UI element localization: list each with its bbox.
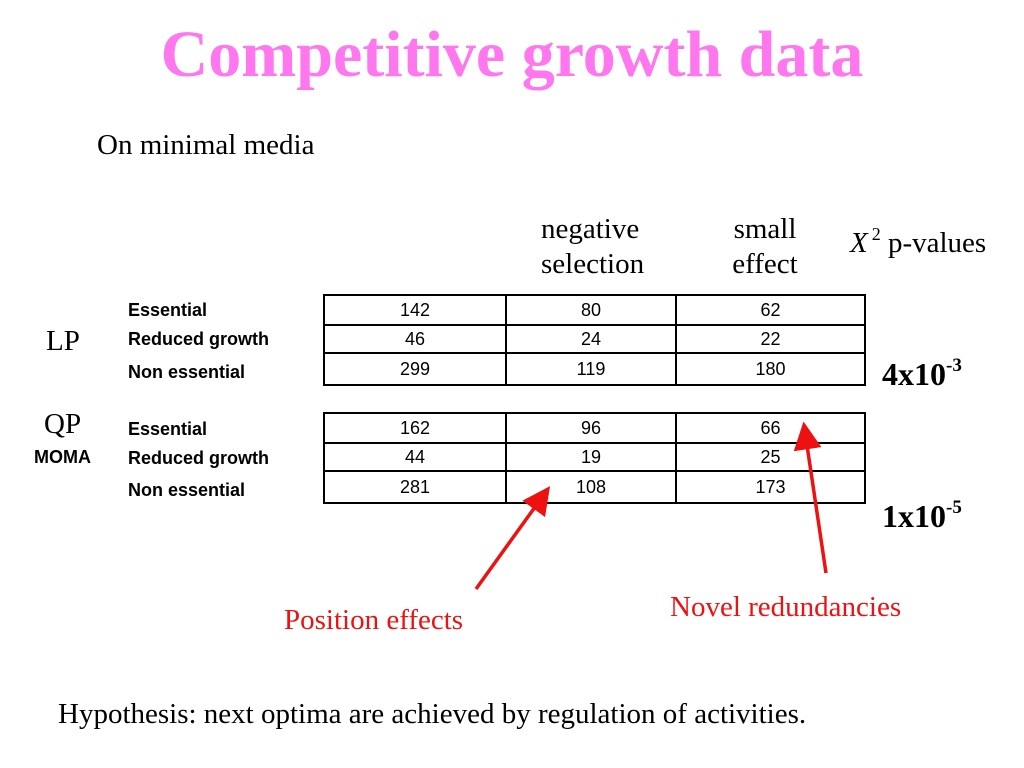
column-header-line: small [733, 213, 797, 245]
chi-square-exponent: 2 [871, 224, 881, 244]
lp-data-table: 142 80 62 46 24 22 299 119 180 [323, 294, 866, 386]
table-row: 162 96 66 [323, 412, 866, 444]
pvalue-lp: 4x10-3 [882, 355, 962, 392]
table-row: 44 19 25 [323, 442, 866, 472]
column-header-line: effect [732, 248, 798, 280]
cell-negative-selection: 96 [505, 412, 677, 444]
cell-total: 46 [323, 324, 507, 354]
column-header-line: negative [541, 213, 640, 245]
cell-total: 44 [323, 442, 507, 472]
cell-total: 299 [323, 352, 507, 386]
cell-small-effect: 62 [675, 294, 866, 326]
cell-negative-selection: 80 [505, 294, 677, 326]
group-label-moma: MOMA [34, 447, 91, 467]
row-label: Reduced growth [128, 448, 270, 468]
group-label-lp: LP [46, 325, 80, 357]
pvalue-base: 1x10 [882, 498, 946, 534]
cell-total: 281 [323, 470, 507, 504]
row-label: Non essential [128, 362, 246, 382]
pvalue-base: 4x10 [882, 356, 946, 392]
cell-small-effect: 66 [675, 412, 866, 444]
row-label: Reduced growth [128, 329, 270, 349]
cell-negative-selection: 119 [505, 352, 677, 386]
chi-square-symbol: X [850, 227, 868, 259]
row-label: Essential [128, 419, 208, 439]
row-label: Non essential [128, 480, 246, 500]
column-header-small-effect: small effect [710, 212, 820, 282]
cell-total: 142 [323, 294, 507, 326]
table-row: 299 119 180 [323, 352, 866, 386]
cell-total: 162 [323, 412, 507, 444]
pvalue-exponent: -5 [946, 497, 962, 518]
pvalue-exponent: -3 [946, 355, 962, 376]
row-label: Essential [128, 300, 208, 320]
column-header-negative-selection: negative selection [541, 212, 644, 282]
position-effects-label: Position effects [284, 604, 464, 636]
cell-small-effect: 25 [675, 442, 866, 472]
hypothesis-text: Hypothesis: next optima are achieved by … [58, 698, 807, 730]
group-label-qp: QP [44, 408, 82, 440]
cell-negative-selection: 19 [505, 442, 677, 472]
cell-small-effect: 22 [675, 324, 866, 354]
subtitle: On minimal media [97, 129, 315, 161]
position-effects-arrow [474, 486, 551, 591]
cell-small-effect: 173 [675, 470, 866, 504]
cell-small-effect: 180 [675, 352, 866, 386]
pvalue-qp: 1x10-5 [882, 497, 962, 534]
table-row: 142 80 62 [323, 294, 866, 326]
page-title: Competitive growth data [160, 18, 864, 91]
novel-redundancies-label: Novel redundancies [670, 591, 902, 623]
column-header-line: selection [541, 248, 645, 280]
table-row: 46 24 22 [323, 324, 866, 354]
cell-negative-selection: 24 [505, 324, 677, 354]
novel-redundancies-arrow [793, 421, 828, 574]
pvalues-label: p-values [887, 227, 987, 259]
